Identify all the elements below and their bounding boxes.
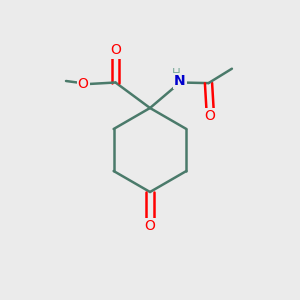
Text: O: O: [78, 77, 88, 91]
Text: O: O: [145, 220, 155, 233]
Text: O: O: [110, 44, 121, 57]
Text: H: H: [171, 67, 180, 80]
Text: N: N: [174, 74, 186, 88]
Text: O: O: [205, 109, 215, 123]
